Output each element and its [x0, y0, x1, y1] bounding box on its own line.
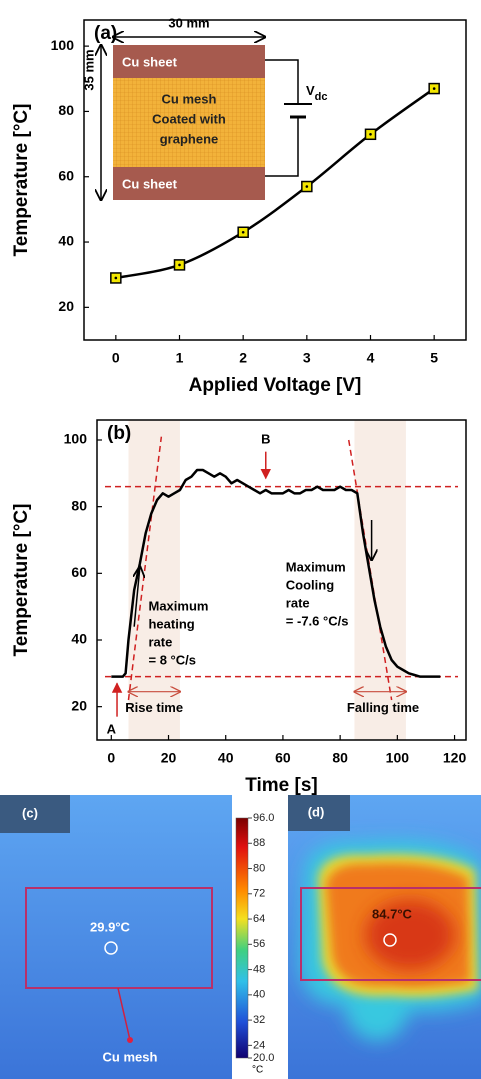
x-tick-label: 2	[239, 350, 247, 366]
annotation: rate	[148, 634, 172, 649]
pointer	[117, 987, 131, 1041]
thermal-image-c	[0, 795, 232, 1079]
region-box	[300, 887, 481, 981]
annotation: = -7.6 °C/s	[286, 613, 349, 628]
colorbar-tick-label: 24	[253, 1039, 265, 1051]
panel-label: (c)	[22, 805, 38, 820]
x-tick-label: 120	[443, 750, 467, 766]
panel-label: (b)	[107, 423, 131, 444]
y-tick-label: 60	[71, 564, 87, 580]
x-axis-label: Time [s]	[245, 775, 318, 796]
y-tick-label: 80	[58, 102, 74, 118]
spot	[383, 933, 397, 947]
colorbar-tick-label: 40	[253, 989, 265, 1001]
source-symbol: V	[306, 83, 315, 98]
target-label: Cu mesh	[103, 1049, 158, 1064]
dimension-label: 35 mm	[81, 49, 96, 90]
source-label: Vdc	[306, 83, 328, 102]
y-tick-label: 40	[71, 631, 87, 647]
label-box	[288, 795, 350, 831]
colorbar-tick-label: 88	[253, 837, 265, 849]
label-box	[0, 795, 70, 833]
region-box	[25, 887, 213, 989]
circuit-wire	[265, 59, 299, 177]
temperature-label: 29.9°C	[90, 919, 131, 934]
colorbar-tick-label: 96.0	[253, 812, 274, 824]
inset-label: Coated with	[152, 111, 226, 126]
cu-mesh	[113, 78, 265, 167]
marker-dot	[305, 185, 309, 188]
marker-dot	[241, 230, 245, 234]
x-tick-label: 0	[107, 750, 115, 766]
y-tick-label: 100	[64, 431, 88, 447]
panel-label: (d)	[308, 804, 325, 819]
annotation: = 8 °C/s	[148, 652, 195, 667]
marker-dot	[432, 87, 436, 90]
source-subscript: dc	[315, 91, 328, 103]
inset-label: Cu sheet	[122, 54, 178, 69]
colorbar-tick-label: 80	[253, 862, 265, 874]
annotation: Maximum	[286, 559, 346, 574]
colorbar-tick-label: 56	[253, 938, 265, 950]
y-tick-label: 60	[58, 167, 74, 183]
x-tick-label: 20	[161, 750, 177, 766]
colorbar	[235, 817, 249, 1059]
x-tick-label: 4	[367, 350, 375, 366]
marker-dot	[178, 263, 181, 267]
panel-label: (a)	[94, 23, 117, 44]
y-axis-label: Temperature [°C]	[11, 104, 32, 257]
x-tick-label: 100	[386, 750, 410, 766]
annotation: Cooling	[286, 577, 334, 592]
data-line	[111, 468, 441, 678]
colorbar-tick-label: 20.0	[253, 1052, 274, 1064]
pointer-dot	[127, 1037, 133, 1043]
temperature-label: 84.7°C	[372, 906, 413, 921]
y-tick-label: 20	[71, 697, 87, 713]
colorbar-tick-label: 32	[253, 1014, 265, 1026]
heat-core	[365, 900, 455, 970]
x-tick-label: 5	[430, 350, 438, 366]
marker-dot	[369, 132, 372, 136]
plot-frame	[96, 419, 467, 741]
y-tick-label: 40	[58, 233, 74, 249]
annotation: heating	[148, 616, 194, 631]
colorbar-tick-label: 72	[253, 888, 265, 900]
annotation: Rise time	[125, 700, 183, 715]
colorbar-tick-label: 48	[253, 963, 265, 975]
colorbar-unit: °C	[252, 1065, 263, 1076]
cu-sheet	[113, 167, 265, 200]
cu-sheet	[113, 45, 265, 78]
plot-frame	[83, 19, 467, 341]
dimension-label: 30 mm	[168, 15, 209, 30]
x-tick-label: 0	[112, 350, 120, 366]
annotation: Falling time	[347, 700, 419, 715]
annotation: Maximum	[148, 598, 208, 613]
y-tick-label: 100	[51, 37, 75, 53]
x-axis-label: Applied Voltage [V]	[189, 375, 362, 396]
annotation: B	[261, 431, 270, 446]
inset-label: Cu mesh	[162, 91, 217, 106]
y-tick-label: 20	[58, 298, 74, 314]
y-axis-label: Temperature [°C]	[11, 504, 32, 657]
colorbar-tick-label: 64	[253, 913, 265, 925]
annotation: A	[107, 721, 117, 736]
marker-dot	[114, 276, 118, 280]
x-tick-label: 60	[275, 750, 291, 766]
annotation-arrow	[134, 567, 140, 627]
x-tick-label: 1	[176, 350, 184, 366]
x-tick-label: 40	[218, 750, 234, 766]
x-tick-label: 3	[303, 350, 311, 366]
thermal-image-d	[288, 795, 481, 1079]
y-tick-label: 80	[71, 497, 87, 513]
annotation: rate	[286, 595, 310, 610]
inset-label: graphene	[160, 131, 219, 146]
x-tick-label: 80	[332, 750, 348, 766]
spot	[104, 941, 118, 955]
inset-label: Cu sheet	[122, 176, 178, 191]
